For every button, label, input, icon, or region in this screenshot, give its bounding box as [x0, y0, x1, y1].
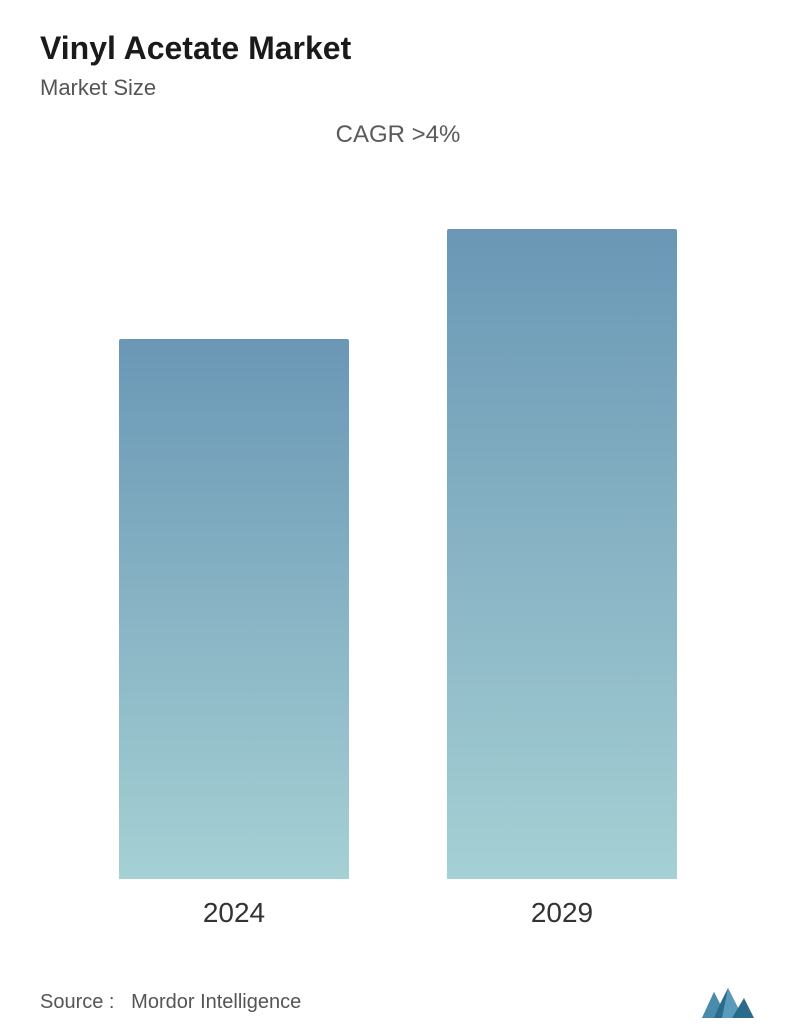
source-name: Mordor Intelligence [131, 991, 301, 1013]
source-attribution: Source : Mordor Intelligence [40, 991, 301, 1014]
chart-title: Vinyl Acetate Market [40, 30, 756, 67]
bar-chart-area: 2024 2029 [40, 229, 756, 929]
source-prefix: Source : [40, 991, 114, 1013]
cagr-indicator: CAGR >4% [40, 121, 756, 149]
mordor-logo-icon [700, 984, 756, 1020]
bar-label-2029: 2029 [531, 897, 593, 929]
cagr-value: >4% [412, 121, 461, 148]
cagr-label-text: CAGR [336, 121, 405, 148]
chart-subtitle: Market Size [40, 75, 756, 101]
bar-group-2029: 2029 [442, 229, 682, 929]
bar-label-2024: 2024 [203, 897, 265, 929]
logo-svg [700, 984, 756, 1020]
chart-footer: Source : Mordor Intelligence [40, 959, 756, 1020]
bar-group-2024: 2024 [114, 339, 354, 929]
bar-2024 [119, 339, 349, 879]
chart-container: Vinyl Acetate Market Market Size CAGR >4… [0, 0, 796, 1034]
bar-2029 [447, 229, 677, 879]
